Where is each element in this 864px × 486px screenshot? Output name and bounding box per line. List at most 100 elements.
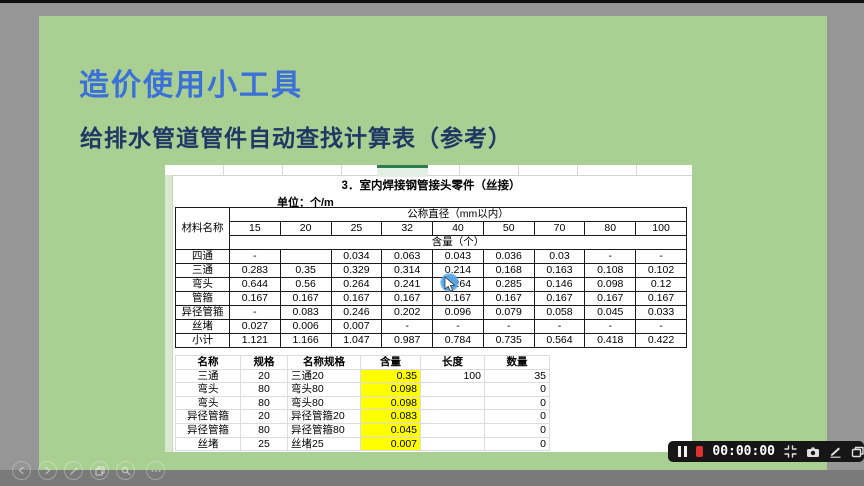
value-cell[interactable]: - <box>584 319 637 334</box>
value-cell[interactable]: 0.163 <box>533 263 586 278</box>
stop-record-button[interactable] <box>696 446 704 457</box>
value-cell[interactable]: 0.644 <box>229 277 281 292</box>
row-label-cell[interactable]: 丝堵 <box>175 319 230 334</box>
next-slide-button[interactable] <box>38 461 57 480</box>
value-cell[interactable]: - <box>432 319 484 334</box>
value-cell[interactable]: 0.006 <box>279 319 332 334</box>
value-cell[interactable]: 0.202 <box>381 305 434 320</box>
value-cell[interactable]: 0.033 <box>635 305 687 320</box>
value-cell[interactable]: 0.083 <box>279 305 332 320</box>
diameter-col-15[interactable]: 15 <box>229 221 281 236</box>
value-cell[interactable]: 0.329 <box>330 263 383 278</box>
window-mode-button[interactable] <box>851 446 864 458</box>
lookup-cell[interactable]: 0.045 <box>360 422 421 438</box>
more-options-button[interactable] <box>146 461 165 480</box>
value-cell[interactable]: 0.167 <box>482 291 535 306</box>
value-cell[interactable]: 0.167 <box>279 291 332 306</box>
value-cell[interactable]: 0.146 <box>533 277 586 292</box>
value-cell[interactable]: - <box>584 249 637 264</box>
lookup-cell[interactable]: 80 <box>240 395 288 411</box>
value-cell[interactable]: 0.35 <box>279 263 332 278</box>
value-cell[interactable]: 1.166 <box>279 333 332 348</box>
value-cell[interactable]: 0.167 <box>584 291 637 306</box>
row-label-cell[interactable]: 四通 <box>175 249 230 264</box>
value-cell[interactable]: 0.241 <box>381 277 434 292</box>
value-cell[interactable]: 0.564 <box>533 333 586 348</box>
value-cell[interactable]: 0.063 <box>381 249 434 264</box>
lookup-cell[interactable]: 异径管箍20 <box>287 409 361 424</box>
lookup-cell[interactable]: 80 <box>240 422 288 438</box>
lookup-cell[interactable] <box>420 409 485 424</box>
value-cell[interactable]: 0.03 <box>533 249 586 264</box>
value-cell[interactable]: 0.167 <box>432 291 484 306</box>
lookup-cell[interactable]: 异径管箍 <box>175 409 241 424</box>
value-cell[interactable]: 0.045 <box>584 305 637 320</box>
lookup-cell[interactable] <box>420 382 485 397</box>
value-cell[interactable]: - <box>635 249 687 264</box>
corner-header-cell[interactable]: 材料名称 <box>175 207 230 250</box>
lookup-header-cell[interactable]: 含量 <box>360 355 421 370</box>
value-cell[interactable]: - <box>482 319 535 334</box>
lookup-cell[interactable]: 20 <box>240 368 288 384</box>
value-cell[interactable]: 0.987 <box>381 333 434 348</box>
diameter-col-70[interactable]: 70 <box>533 221 586 236</box>
value-cell[interactable]: 0.167 <box>330 291 383 306</box>
value-cell[interactable]: 0.56 <box>279 277 332 292</box>
lookup-header-cell[interactable]: 名称规格 <box>287 355 361 370</box>
lookup-header-cell[interactable]: 规格 <box>240 355 288 370</box>
lookup-header-cell[interactable]: 数量 <box>484 355 550 370</box>
content-header-cell[interactable]: 含量（个） <box>229 235 687 250</box>
value-cell[interactable]: 0.264 <box>330 277 383 292</box>
lookup-cell[interactable]: 0 <box>484 436 550 452</box>
value-cell[interactable]: 0.079 <box>482 305 535 320</box>
lookup-cell[interactable]: 100 <box>420 368 485 384</box>
value-cell[interactable]: 0.735 <box>482 333 535 348</box>
value-cell[interactable]: 0.102 <box>635 263 687 278</box>
value-cell[interactable]: 0.096 <box>432 305 484 320</box>
lookup-cell[interactable]: 0.083 <box>360 409 421 424</box>
previous-slide-button[interactable] <box>12 461 31 480</box>
value-cell[interactable]: 0.283 <box>229 263 281 278</box>
row-label-cell[interactable]: 弯头 <box>175 277 230 292</box>
value-cell[interactable]: 0.108 <box>584 263 637 278</box>
value-cell[interactable]: 0.167 <box>635 291 687 306</box>
value-cell[interactable]: 0.168 <box>482 263 535 278</box>
pen-tool-button[interactable] <box>64 461 83 480</box>
value-cell[interactable]: 0.167 <box>381 291 434 306</box>
row-label-cell[interactable]: 三通 <box>175 263 230 278</box>
lookup-cell[interactable]: 弯头80 <box>287 395 361 411</box>
diameter-col-20[interactable]: 20 <box>279 221 332 236</box>
lookup-cell[interactable]: 0.098 <box>360 395 421 411</box>
value-cell[interactable]: 0.214 <box>432 263 484 278</box>
lookup-cell[interactable]: 20 <box>240 409 288 424</box>
value-cell[interactable]: 1.121 <box>229 333 281 348</box>
value-cell[interactable]: 0.036 <box>482 249 535 264</box>
lookup-cell[interactable]: 80 <box>240 382 288 397</box>
camera-button[interactable] <box>806 446 820 458</box>
lookup-cell[interactable]: 0.098 <box>360 382 421 397</box>
diameter-col-40[interactable]: 40 <box>432 221 484 236</box>
value-cell[interactable]: 0.058 <box>533 305 586 320</box>
value-cell[interactable]: 0.285 <box>482 277 535 292</box>
value-cell[interactable]: - <box>229 249 281 264</box>
diameter-header-cell[interactable]: 公称直径（mm以内） <box>229 207 687 222</box>
pause-button[interactable] <box>678 446 687 457</box>
lookup-cell[interactable]: 0 <box>484 409 550 424</box>
row-label-cell[interactable]: 管箍 <box>175 291 230 306</box>
value-cell[interactable]: 0.418 <box>584 333 637 348</box>
row-label-cell[interactable]: 小计 <box>175 333 230 348</box>
lookup-cell[interactable]: 丝堵25 <box>287 436 361 452</box>
value-cell[interactable]: 0.098 <box>584 277 637 292</box>
value-cell[interactable]: 0.12 <box>635 277 687 292</box>
value-cell[interactable]: 0.167 <box>533 291 586 306</box>
diameter-col-32[interactable]: 32 <box>381 221 434 236</box>
lookup-cell[interactable] <box>420 436 485 452</box>
value-cell[interactable]: - <box>533 319 586 334</box>
lookup-cell[interactable]: 弯头 <box>175 395 241 411</box>
see-all-slides-button[interactable] <box>90 461 109 480</box>
zoom-slide-button[interactable] <box>116 461 135 480</box>
lookup-cell[interactable]: 异径管箍 <box>175 422 241 438</box>
diameter-col-100[interactable]: 100 <box>635 221 687 236</box>
collapse-toolbar-button[interactable] <box>784 445 797 458</box>
lookup-cell[interactable]: 异径管箍80 <box>287 422 361 438</box>
